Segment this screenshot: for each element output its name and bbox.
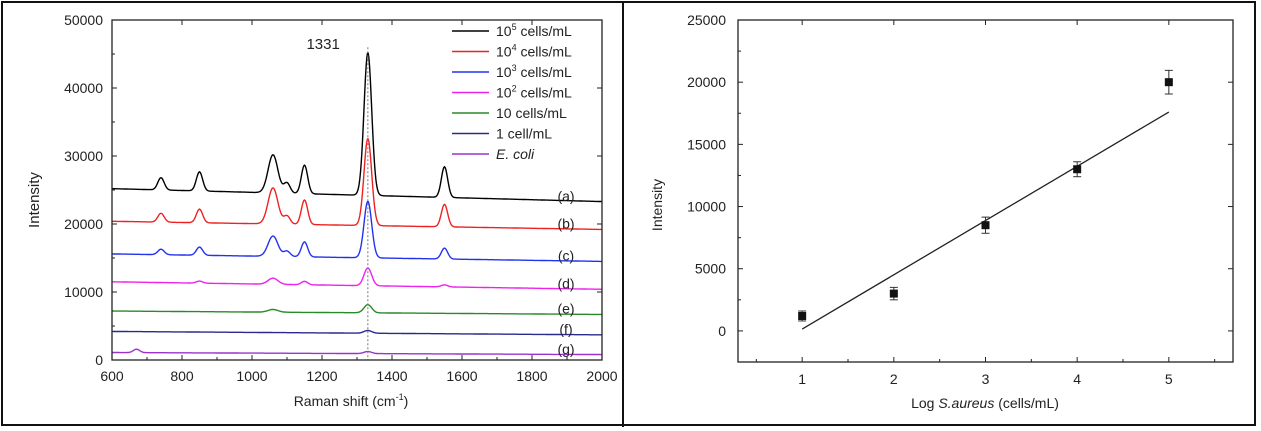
curve-label-0: (a) [557, 188, 574, 204]
calibration-ticks-group: 1 2 3 4 5 0 5000 10000 15000 20000 25000 [687, 12, 1233, 387]
spectra-series-group [111, 52, 603, 356]
legend-entry-6: E. coli [496, 146, 535, 162]
y-tick-label: 10000 [687, 199, 726, 215]
y-tick-label: 0 [718, 323, 726, 339]
x-tick-label: 800 [170, 368, 194, 384]
peak-annotation: 1331 [306, 36, 339, 53]
data-point-0 [798, 311, 807, 320]
legend-entry-4: 10 cells/mL [496, 105, 567, 121]
y-tick-label: 20000 [687, 74, 726, 90]
curve-label-3: (d) [557, 275, 574, 291]
y-tick-label: 0 [95, 352, 103, 368]
raman-curve-labels: (a) (b) (c) (d) (e) (f) (g) [557, 188, 574, 357]
y-tick-label: 40000 [64, 80, 103, 96]
data-point-2 [981, 221, 990, 230]
spectrum-line-0 [111, 52, 603, 203]
x-tick-label: 600 [100, 368, 124, 384]
y-tick-label: 50000 [64, 12, 103, 28]
x-tick-label: 3 [982, 371, 990, 387]
spectrum-line-6 [112, 348, 602, 356]
raman-legend: 105 cells/mL 104 cells/mL 103 cells/mL 102 … [452, 22, 572, 162]
legend-entry-2: 103 cells/mL [496, 63, 572, 80]
raman-spectra-chart: 1331 600 800 1000 1200 1400 1600 1800 200001000… [26, 12, 618, 409]
data-point-1 [889, 289, 898, 298]
x-tick-label: 1000 [236, 368, 267, 384]
raman-x-axis-label: Raman shift (cm-1) [294, 392, 409, 409]
x-tick-label: 2 [890, 371, 898, 387]
y-tick-label: 15000 [687, 136, 726, 152]
curve-label-2: (c) [558, 248, 574, 264]
y-tick-label: 25000 [687, 12, 726, 28]
x-tick-label: 1 [798, 371, 806, 387]
curve-label-6: (g) [557, 341, 574, 357]
spectrum-line-4 [112, 304, 602, 316]
calibration-plot-frame [737, 19, 1234, 363]
calibration-y-axis-label: Intensity [649, 179, 665, 231]
spectrum-line-1 [112, 138, 602, 231]
calibration-points-group [798, 69, 1173, 322]
raman-y-axis-label: Intensity [26, 172, 43, 228]
curve-label-1: (b) [557, 216, 574, 232]
panel-divider [622, 1, 624, 427]
x-tick-label: 1800 [516, 368, 547, 384]
legend-entry-0: 105 cells/mL [496, 22, 572, 39]
x-tick-label: 1200 [306, 368, 337, 384]
calibration-scatter-chart: 1 2 3 4 5 0 5000 10000 15000 20000 25000 Intensity… [649, 12, 1234, 411]
calibration-x-axis-label: Log S.aureus (cells/mL) [911, 395, 1059, 411]
curve-label-5: (f) [559, 321, 572, 337]
legend-entry-1: 104 cells/mL [496, 43, 572, 60]
y-tick-label: 5000 [695, 261, 726, 277]
data-point-3 [1073, 165, 1082, 174]
legend-entry-5: 1 cell/mL [496, 126, 552, 142]
curve-label-4: (e) [557, 301, 574, 317]
raman-ticks-group: 600 800 1000 1200 1400 1600 1800 20000100002000… [64, 12, 618, 384]
legend-entry-3: 102 cells/mL [496, 84, 572, 101]
x-tick-label: 5 [1165, 371, 1173, 387]
x-tick-label: 4 [1073, 371, 1081, 387]
x-tick-label: 1400 [376, 368, 407, 384]
spectrum-line-3 [112, 267, 602, 290]
data-point-4 [1164, 78, 1173, 87]
spectrum-line-5 [112, 329, 602, 336]
y-tick-label: 10000 [64, 284, 103, 300]
spectrum-line-2 [112, 200, 602, 263]
x-tick-label: 1600 [446, 368, 477, 384]
x-tick-label: 2000 [586, 368, 617, 384]
y-tick-label: 20000 [64, 216, 103, 232]
y-tick-label: 30000 [64, 148, 103, 164]
